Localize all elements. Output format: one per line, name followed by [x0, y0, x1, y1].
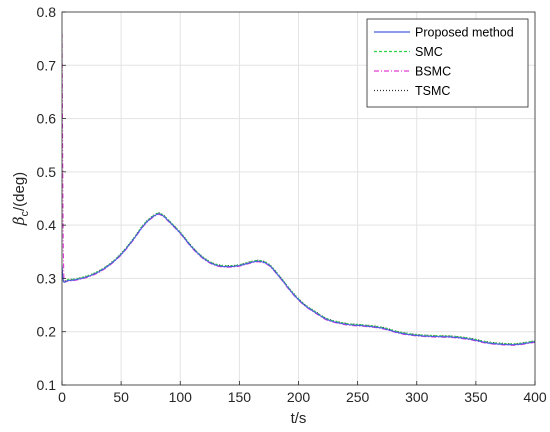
y-tick-labels: 0.1 0.2 0.3 0.4 0.5 0.6 0.7 0.8 — [37, 4, 57, 393]
series-line-smc — [62, 212, 535, 345]
x-tick-label: 0 — [58, 389, 66, 405]
y-tick-label: 0.8 — [37, 4, 57, 20]
y-tick-label: 0.2 — [37, 324, 57, 340]
legend-label: BSMC — [415, 65, 451, 79]
series-group — [62, 33, 535, 346]
x-tick-label: 150 — [228, 389, 252, 405]
y-tick-label: 0.1 — [37, 377, 57, 393]
y-axis-label-symbol: β — [10, 216, 28, 226]
x-axis-label: t/s — [291, 410, 307, 427]
x-tick-label: 350 — [464, 389, 488, 405]
y-tick-label: 0.7 — [37, 57, 57, 73]
y-tick-label: 0.6 — [37, 111, 57, 127]
x-tick-label: 400 — [523, 389, 547, 405]
y-tick-label: 0.5 — [37, 164, 57, 180]
x-tick-label: 200 — [287, 389, 311, 405]
y-axis-label: βc/(deg) — [10, 172, 31, 226]
legend-label: Proposed method — [415, 26, 514, 40]
legend-label: SMC — [415, 45, 443, 59]
x-tick-label: 100 — [169, 389, 193, 405]
y-tick-label: 0.4 — [37, 217, 57, 233]
y-tick-label: 0.3 — [37, 270, 57, 286]
x-tick-label: 300 — [405, 389, 429, 405]
axis-ticks — [61, 11, 536, 386]
x-tick-label: 250 — [346, 389, 370, 405]
y-axis-label-unit: /(deg) — [11, 172, 28, 211]
legend-box — [366, 18, 529, 108]
y-axis-label-subscript: c — [19, 211, 31, 217]
legend-label: TSMC — [415, 84, 450, 98]
x-tick-labels: 0 50 100 150 200 250 300 350 400 — [58, 389, 547, 405]
series-line-proposed-method — [62, 213, 535, 346]
legend: Proposed method SMC BSMC TSMC — [366, 18, 529, 108]
x-tick-label: 50 — [113, 389, 129, 405]
